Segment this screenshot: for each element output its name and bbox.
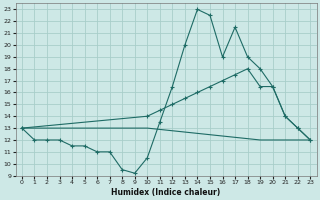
- X-axis label: Humidex (Indice chaleur): Humidex (Indice chaleur): [111, 188, 221, 197]
